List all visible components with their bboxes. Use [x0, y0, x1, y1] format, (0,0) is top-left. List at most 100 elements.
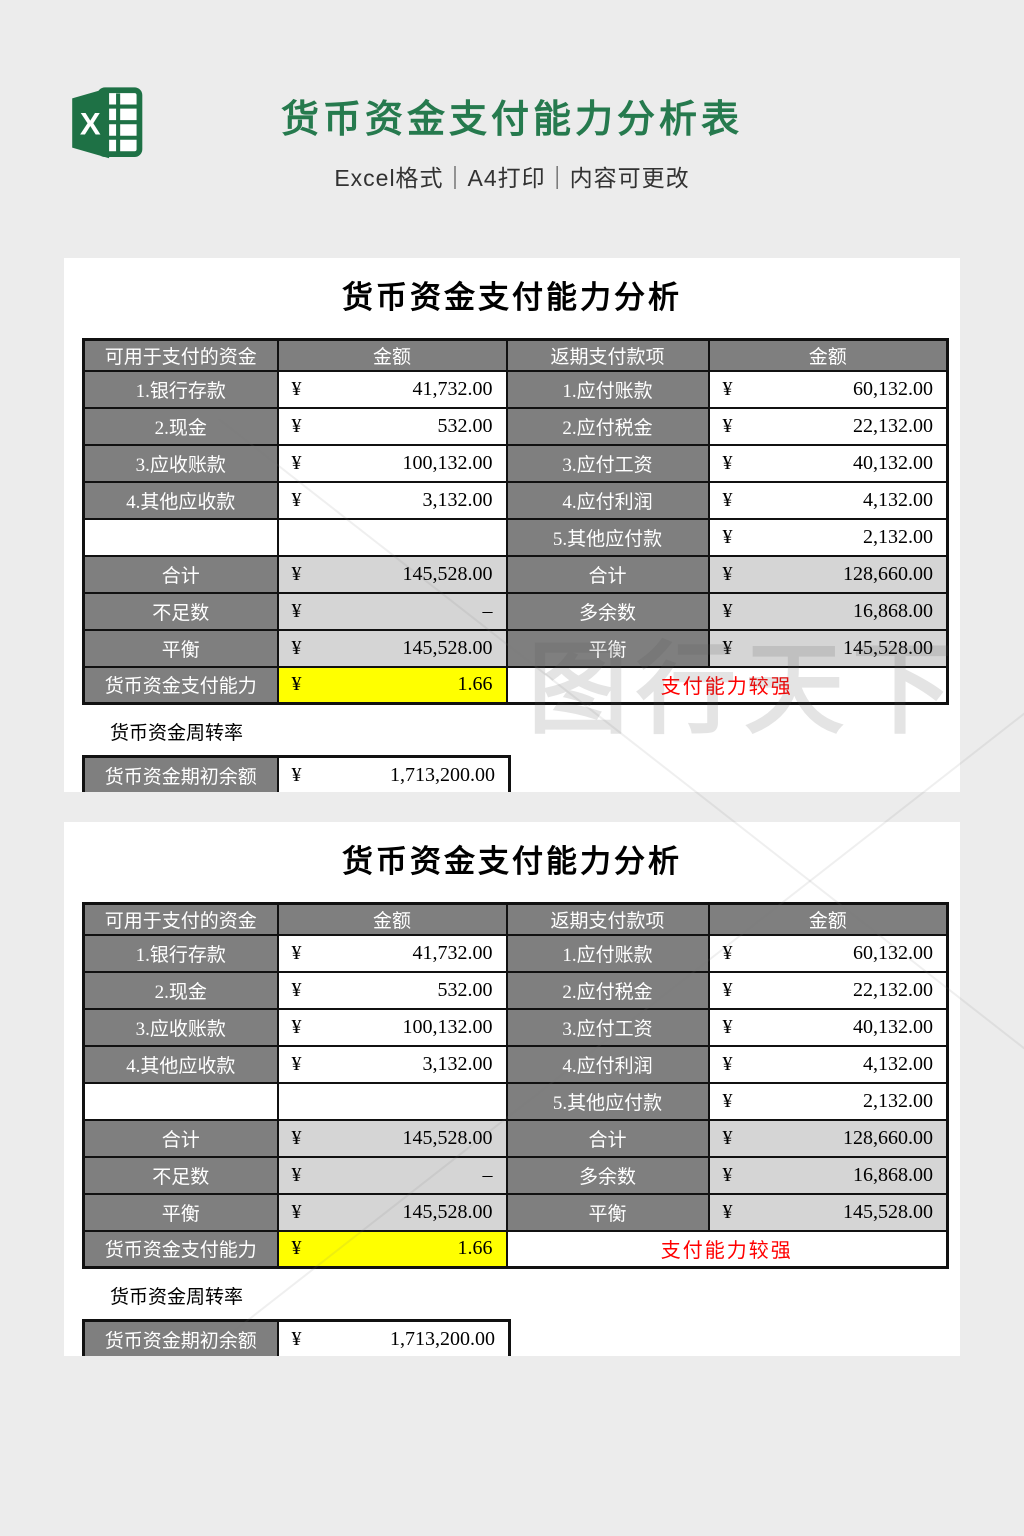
currency-symbol: ¥ — [291, 941, 302, 964]
amount-cell: ¥ 41,732.00 — [276, 369, 508, 409]
currency-symbol: ¥ — [722, 414, 733, 437]
row-label-cell: 货币资金支付能力 — [82, 665, 279, 705]
currency-symbol: ¥ — [722, 488, 733, 511]
currency-symbol: ¥ — [722, 1126, 733, 1149]
currency-symbol: ¥ — [722, 1163, 733, 1186]
amount-cell: ¥ – — [276, 591, 508, 631]
table-title: 货币资金支付能力分析 — [342, 844, 682, 879]
row-label-cell: 货币资金期初余额 — [82, 1319, 279, 1356]
currency-symbol: ¥ — [291, 1237, 302, 1260]
turnover-title: 货币资金周转率 — [110, 1287, 244, 1308]
row-label-cell: 2.应付税金 — [505, 970, 710, 1010]
currency-symbol: ¥ — [722, 1052, 733, 1075]
amount-cell: ¥ 60,132.00 — [707, 369, 949, 409]
row-label-cell: 2.应付税金 — [505, 406, 710, 446]
table-row: 2.现金 ¥ 532.00 2.应付税金 ¥ 22,132.00 — [82, 970, 949, 1010]
amount-cell: ¥ 16,868.00 — [707, 591, 949, 631]
amount-cell: ¥ 145,528.00 — [276, 1118, 508, 1158]
amount-value: 40,132.00 — [853, 1015, 933, 1038]
table-row: 5.其他应付款 ¥ 2,132.00 — [82, 1081, 949, 1121]
empty-cell — [82, 1081, 279, 1121]
row-label-cell: 1.银行存款 — [82, 369, 279, 409]
row-label-cell: 1.应付账款 — [505, 369, 710, 409]
currency-symbol: ¥ — [722, 451, 733, 474]
row-label-cell: 货币资金期初余额 — [82, 755, 279, 792]
currency-symbol: ¥ — [722, 636, 733, 659]
currency-symbol: ¥ — [291, 1200, 302, 1223]
row-label-cell: 多余数 — [505, 1155, 710, 1195]
amount-value: 3,132.00 — [422, 1052, 493, 1075]
turnover-title: 货币资金周转率 — [110, 723, 244, 744]
currency-symbol: ¥ — [722, 599, 733, 622]
row-label-cell: 3.应收账款 — [82, 443, 279, 483]
empty-cell — [82, 517, 279, 557]
currency-symbol: ¥ — [722, 941, 733, 964]
amount-value: 2,132.00 — [863, 525, 933, 548]
amount-cell: ¥ 4,132.00 — [707, 1044, 949, 1084]
amount-cell: ¥ 2,132.00 — [707, 517, 949, 557]
amount-value: – — [482, 599, 493, 622]
row-label-cell: 4.应付利润 — [505, 480, 710, 520]
currency-symbol: ¥ — [722, 377, 733, 400]
amount-value: 16,868.00 — [853, 1163, 933, 1186]
row-label-cell: 合计 — [82, 1118, 279, 1158]
column-header-payables: 返期支付款项 — [505, 338, 710, 372]
row-label-cell: 4.其他应收款 — [82, 480, 279, 520]
currency-symbol: ¥ — [722, 562, 733, 585]
amount-value: 145,528.00 — [402, 1200, 493, 1223]
table-header-row: 可用于支付的资金 金额 返期支付款项 金额 — [82, 338, 949, 372]
amount-cell: ¥ 100,132.00 — [276, 1007, 508, 1047]
table-row: 1.银行存款 ¥ 41,732.00 1.应付账款 ¥ 60,132.00 — [82, 369, 949, 409]
amount-value: 145,528.00 — [402, 1126, 493, 1149]
amount-cell: ¥ 22,132.00 — [707, 970, 949, 1010]
ability-amount-cell: ¥ 1.66 — [276, 665, 508, 705]
amount-value: 60,132.00 — [853, 377, 933, 400]
amount-cell: ¥ 4,132.00 — [707, 480, 949, 520]
amount-value: – — [482, 1163, 493, 1186]
column-header-amount-left: 金额 — [276, 902, 508, 936]
amount-value: 22,132.00 — [853, 978, 933, 1001]
table-row: 3.应收账款 ¥ 100,132.00 3.应付工资 ¥ 40,132.00 — [82, 1007, 949, 1047]
excel-icon: X — [72, 87, 143, 159]
currency-symbol: ¥ — [291, 673, 302, 696]
shortage-row: 不足数 ¥ – 多余数 ¥ 16,868.00 — [82, 591, 949, 631]
amount-cell: ¥ 16,868.00 — [707, 1155, 949, 1195]
amount-cell: ¥ 40,132.00 — [707, 443, 949, 483]
column-header-amount-right: 金额 — [707, 902, 949, 936]
column-header-amount-right: 金额 — [707, 338, 949, 372]
amount-cell: ¥ 532.00 — [276, 970, 508, 1010]
amount-cell: ¥ 60,132.00 — [707, 933, 949, 973]
balance-row: 平衡 ¥ 145,528.00 平衡 ¥ 145,528.00 — [82, 1192, 949, 1232]
row-label-cell: 货币资金支付能力 — [82, 1229, 279, 1269]
row-label-cell: 4.应付利润 — [505, 1044, 710, 1084]
currency-symbol: ¥ — [722, 1089, 733, 1112]
amount-cell: ¥ 1,713,200.00 — [276, 755, 511, 792]
amount-cell: ¥ 40,132.00 — [707, 1007, 949, 1047]
amount-value: 22,132.00 — [853, 414, 933, 437]
amount-value: 40,132.00 — [853, 451, 933, 474]
total-row: 合计 ¥ 145,528.00 合计 ¥ 128,660.00 — [82, 1118, 949, 1158]
analysis-panel-1: 货币资金支付能力分析 可用于支付的资金 金额 返期支付款项 金额 1.银行存款 … — [64, 258, 960, 792]
currency-symbol: ¥ — [291, 1126, 302, 1149]
currency-symbol: ¥ — [722, 525, 733, 548]
status-cell: 支付能力较强 — [505, 665, 949, 705]
amount-value: 1,713,200.00 — [390, 1327, 495, 1350]
currency-symbol: ¥ — [291, 1015, 302, 1038]
amount-cell: ¥ 145,528.00 — [707, 1192, 949, 1232]
amount-value: 1.66 — [457, 1237, 493, 1260]
currency-symbol: ¥ — [291, 599, 302, 622]
row-label-cell: 3.应付工资 — [505, 1007, 710, 1047]
table-row: 3.应收账款 ¥ 100,132.00 3.应付工资 ¥ 40,132.00 — [82, 443, 949, 483]
row-label-cell: 2.现金 — [82, 970, 279, 1010]
table-header-row: 可用于支付的资金 金额 返期支付款项 金额 — [82, 902, 949, 936]
currency-symbol: ¥ — [722, 1200, 733, 1223]
currency-symbol: ¥ — [291, 978, 302, 1001]
amount-cell: ¥ 145,528.00 — [276, 628, 508, 668]
table-row: 2.现金 ¥ 532.00 2.应付税金 ¥ 22,132.00 — [82, 406, 949, 446]
amount-value: 128,660.00 — [843, 562, 933, 585]
page-title: 货币资金支付能力分析表 — [280, 99, 743, 141]
payment-table: 可用于支付的资金 金额 返期支付款项 金额 1.银行存款 ¥ 41,732.00… — [82, 902, 949, 1269]
row-label-cell: 合计 — [505, 1118, 710, 1158]
currency-symbol: ¥ — [291, 763, 302, 786]
amount-value: 16,868.00 — [853, 599, 933, 622]
